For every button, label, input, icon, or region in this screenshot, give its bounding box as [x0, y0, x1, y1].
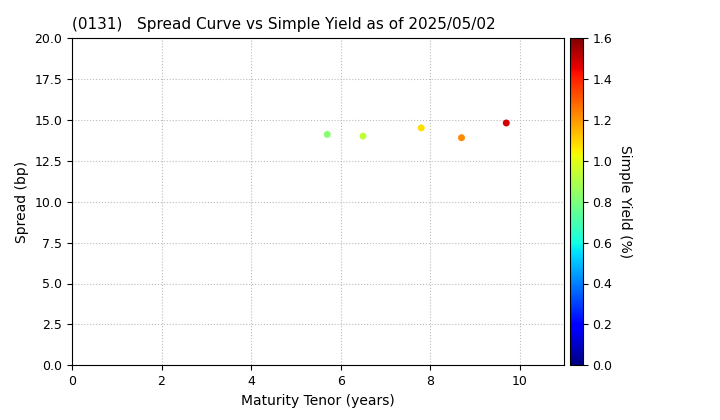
Point — [357, 133, 369, 139]
Point — [500, 120, 512, 126]
Point — [456, 134, 467, 141]
Point — [321, 131, 333, 138]
X-axis label: Maturity Tenor (years): Maturity Tenor (years) — [241, 394, 395, 408]
Text: (0131)   Spread Curve vs Simple Yield as of 2025/05/02: (0131) Spread Curve vs Simple Yield as o… — [72, 18, 495, 32]
Y-axis label: Spread (bp): Spread (bp) — [15, 160, 29, 243]
Y-axis label: Simple Yield (%): Simple Yield (%) — [618, 145, 632, 258]
Point — [415, 124, 427, 131]
